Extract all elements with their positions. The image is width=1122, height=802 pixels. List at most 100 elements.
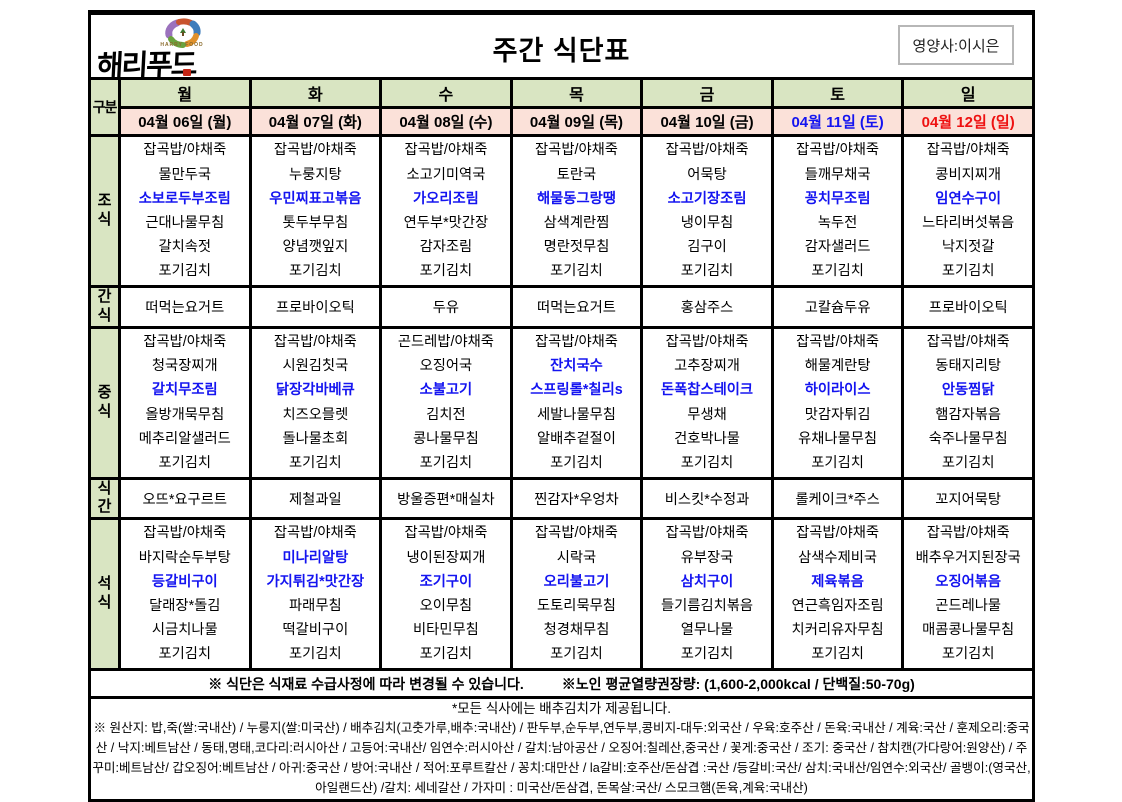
menu-item: 메추리알샐러드: [138, 430, 231, 447]
menu-item: 냉이무침: [680, 215, 734, 231]
menu-item: 세발나물무침: [537, 406, 616, 423]
menu-item: 오징어국: [419, 358, 473, 375]
menu-item: 삼색수제비국: [798, 549, 878, 566]
menu-item: 파래무침: [289, 598, 342, 614]
menu-item: 잡곡밥/야채죽: [665, 525, 749, 542]
menu-item: 양념깻잎지: [282, 239, 349, 256]
menu-item: 포기김치: [811, 454, 864, 471]
meal-row-4: 석 식 잡곡밥/야채죽 바지락순두부탕 등갈비구이 달래장*돌김 시금치나물 포기김치 잡곡밥/…: [88, 517, 1035, 671]
menu-item: 삼치구이: [680, 573, 734, 590]
date-cell-2: 04월 07일 (화): [248, 106, 383, 137]
menu-item: 감자샐러드: [804, 239, 871, 256]
menu-item: 잡곡밥/야채죽: [143, 333, 227, 350]
menu-item: 포기김치: [550, 454, 603, 471]
date-cell-1: 04월 06일 (월): [118, 106, 252, 137]
menu-item: 동태지리탕: [935, 358, 1002, 375]
menu-cell-4-6: 잡곡밥/야채죽 삼색수제비국 제육볶음 연근흑임자조림 치커리유자무침 포기김치: [770, 517, 905, 671]
day-header-2: 화: [248, 77, 383, 109]
menu-item: 잡곡밥/야채죽: [273, 525, 357, 542]
snack-cell-3-7: 꼬지어묵탕: [901, 476, 1035, 520]
menu-item: 치커리유자무침: [791, 622, 884, 639]
menu-item: 포기김치: [811, 263, 864, 280]
menu-item: 연근흑임자조림: [791, 598, 884, 614]
menu-item: 누룽지탕: [289, 166, 342, 183]
menu-item: 잡곡밥/야채죽: [796, 142, 880, 159]
menu-item: 포기김치: [158, 263, 212, 280]
menu-item: 잡곡밥/야채죽: [535, 142, 618, 159]
menu-item: 돌나물초회: [282, 430, 349, 447]
menu-item: 배추우거지된장국: [915, 549, 1021, 566]
menu-item: 김치전: [426, 406, 466, 423]
day-header-4: 목: [509, 77, 644, 109]
menu-item: 포기김치: [811, 646, 864, 663]
menu-item: 물만두국: [158, 166, 212, 183]
menu-item: 고추장찌개: [674, 358, 740, 375]
menu-item: 가지튀김*맛간장: [266, 573, 365, 590]
origin-info-row: *모든 식사에는 배추김치가 제공됩니다. ※ 원산지: 밥,죽(쌀:국내산) /…: [88, 696, 1035, 802]
origin-note: ※ 원산지: 밥,죽(쌀:국내산) / 누룽지(쌀:미국산) / 배추김치(고춧…: [92, 721, 1031, 795]
menu-item: 소고기장조림: [667, 190, 747, 207]
snack-cell-1-3: 두유: [379, 285, 513, 329]
day-header-3: 수: [379, 77, 513, 109]
menu-item: 우민찌표고볶음: [269, 190, 362, 207]
calorie-recommendation-note: ※노인 평균열량권장량: (1,600-2,000kcal / 단백질:50-7…: [561, 675, 915, 692]
menu-item: 포기김치: [419, 263, 473, 280]
menu-item: 삼색계란찜: [543, 215, 610, 231]
date-cell-5: 04월 10일 (금): [640, 106, 774, 137]
menu-item: 갈치무조림: [151, 382, 218, 399]
snack-cell-3-4: 찐감자*우엉차: [509, 476, 644, 520]
menu-cell-2-4: 잡곡밥/야채죽 잔치국수 스프링롤*칠리s 세발나물무침 알배추겉절이 포기김치: [509, 325, 644, 480]
menu-item: 포기김치: [941, 646, 995, 663]
corner-label: 구분: [88, 77, 121, 137]
menu-item: 포기김치: [680, 263, 734, 280]
menu-item: 근대나물무침: [145, 215, 225, 231]
nutritionist-box: 영양사:이시은: [898, 25, 1014, 65]
menu-cell-0-7: 잡곡밥/야채죽 콩비지찌개 임연수구이 느타리버섯볶음 낙지젓갈 포기김치: [901, 134, 1035, 288]
menu-cell-2-1: 잡곡밥/야채죽 청국장찌개 갈치무조림 올방개묵무침 메추리알샐러드 포기김치: [118, 325, 252, 480]
nutritionist-label: 영양사:이시은: [912, 37, 1000, 55]
menu-item: 김구이: [687, 239, 727, 256]
menu-item: 잡곡밥/야채죽: [665, 142, 749, 159]
date-row: 04월 06일 (월) 04월 07일 (화) 04월 08일 (수) 04월 09일…: [90, 106, 1035, 137]
menu-item: 해물계란탕: [804, 358, 871, 375]
menu-item: 잡곡밥/야채죽: [926, 525, 1010, 542]
menu-item: 떡갈비구이: [282, 622, 349, 639]
menu-item: 시락국: [556, 549, 597, 566]
menu-item: 시금치나물: [151, 622, 218, 639]
menu-item: 포기김치: [680, 454, 734, 471]
menu-cell-2-7: 잡곡밥/야채죽 동태지리탕 안동찜닭 햄감자볶음 숙주나물무침 포기김치: [901, 325, 1035, 480]
menu-item: 잡곡밥/야채죽: [143, 525, 227, 542]
snack-cell-1-2: 프로바이오틱: [248, 285, 383, 329]
menu-item: 소불고기: [419, 382, 473, 399]
menu-cell-0-4: 잡곡밥/야채죽 토란국 해물동그랑땡 삼색계란찜 명란젓무침 포기김치: [509, 134, 644, 288]
menu-item: 소고기미역국: [406, 166, 486, 183]
menu-item: 포기김치: [289, 454, 342, 471]
menu-item: 잡곡밥/야채죽: [273, 142, 357, 159]
menu-cell-4-7: 잡곡밥/야채죽 배추우거지된장국 오징어볶음 곤드레나물 매콤콩나물무침 포기김치: [901, 517, 1035, 671]
harryfood-emblem-icon: [165, 18, 201, 48]
harryfood-logo: HARRY FOOD 해리푸드: [96, 16, 297, 83]
menu-cell-0-3: 잡곡밥/야채죽 소고기미역국 가오리조림 연두부*맛간장 감자조림 포기김치: [379, 134, 513, 288]
menu-item: 달래장*돌김: [149, 598, 221, 614]
menu-cell-0-5: 잡곡밥/야채죽 어묵탕 소고기장조림 냉이무침 김구이 포기김치: [640, 134, 774, 288]
day-header-5: 금: [640, 77, 774, 109]
header-band: HARRY FOOD 해리푸드 주간 식단표 영양사:이시은: [88, 10, 1035, 83]
menu-item: 포기김치: [941, 263, 995, 280]
menu-item: 낙지젓갈: [941, 239, 995, 256]
date-cell-4: 04월 09일 (목): [509, 106, 644, 137]
meal-label-3: 식 간: [88, 476, 121, 520]
menu-cell-4-4: 잡곡밥/야채죽 시락국 오리불고기 도토리묵무침 청경채무침 포기김치: [509, 517, 644, 671]
menu-item: 청국장찌개: [151, 358, 218, 375]
snack-cell-3-2: 제철과일: [248, 476, 383, 520]
menu-item: 잡곡밥/야채죽: [796, 525, 880, 542]
menu-item: 바지락순두부탕: [138, 549, 231, 566]
menu-item: 잡곡밥/야채죽: [273, 333, 357, 350]
snack-cell-1-1: 떠먹는요거트: [118, 285, 252, 329]
menu-item: 잡곡밥/야채죽: [665, 333, 749, 350]
menu-item: 미나리알탕: [282, 549, 349, 566]
menu-item: 알배추겉절이: [537, 430, 616, 447]
menu-item: 숙주나물무침: [928, 430, 1008, 447]
meal-row-2: 중 식 잡곡밥/야채죽 청국장찌개 갈치무조림 올방개묵무침 메추리알샐러드 포기김치 잡곡밥/…: [88, 325, 1035, 480]
menu-item: 맛감자튀김: [804, 406, 871, 423]
